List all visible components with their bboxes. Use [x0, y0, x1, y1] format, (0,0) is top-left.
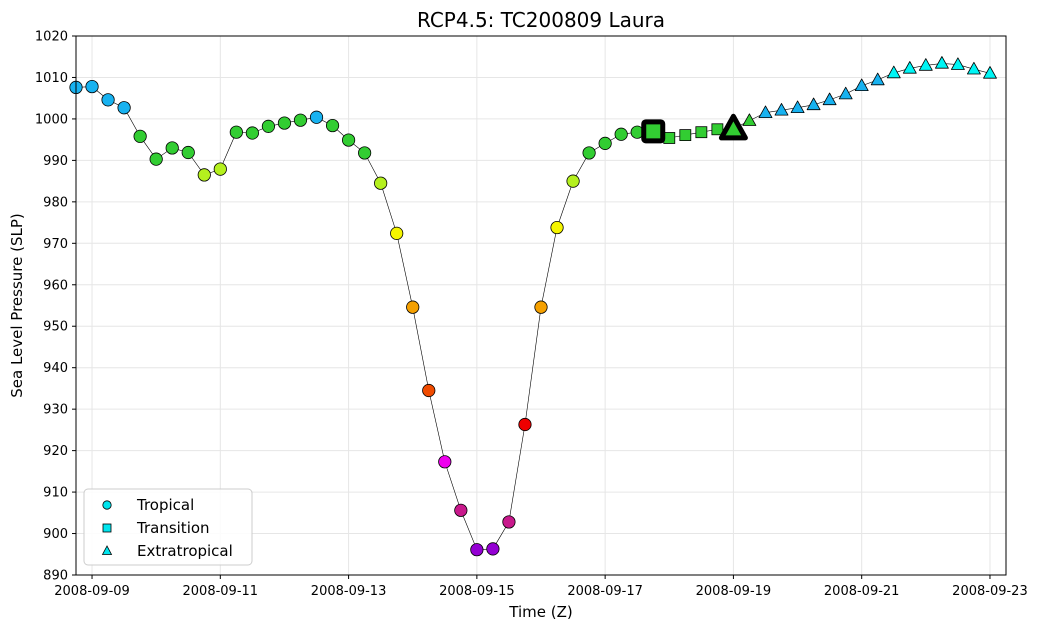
tropical-point: [374, 176, 388, 190]
x-tick-label: 2008-09-09: [54, 584, 130, 599]
extratropical-point: [854, 78, 869, 91]
extratropical-point: [758, 105, 773, 118]
axis-ticks: 890 900 910 920 930 940 950 960 970 980 990 1000 101…: [35, 30, 1028, 600]
y-tick-label: 1020: [35, 30, 68, 45]
x-tick-label: 2008-09-11: [183, 584, 259, 599]
extratropical-point: [790, 100, 805, 113]
y-tick-label: 900: [43, 527, 68, 542]
tropical-point: [101, 93, 115, 107]
legend-marker-square: [102, 523, 112, 533]
tropical-point: [117, 101, 131, 115]
tropical-point: [454, 503, 468, 517]
x-axis-label: Time (Z): [508, 603, 572, 621]
data-markers: [69, 56, 997, 557]
extratropical-point: [886, 65, 901, 79]
tropical-point: [406, 300, 420, 314]
x-tick-label: 2008-09-23: [952, 584, 1028, 599]
transition-point: [679, 129, 692, 141]
extratropical-point: [918, 58, 933, 71]
transition-point: [663, 132, 676, 144]
y-tick-label: 980: [43, 195, 68, 210]
tropical-point: [181, 145, 195, 160]
plot-frame: [75, 35, 1007, 576]
legend-marker-circle: [102, 500, 112, 510]
tropical-point: [277, 116, 292, 130]
tropical-point: [85, 79, 99, 94]
tropical-point: [133, 129, 147, 143]
extratropical-transition-marker: [718, 113, 748, 141]
extratropical-point: [951, 57, 965, 70]
transition-point: [695, 126, 708, 139]
extratropical-point: [935, 56, 949, 69]
extratropical-point: [870, 72, 885, 86]
tropical-point: [325, 118, 340, 133]
tropical-point: [213, 162, 227, 176]
y-tick-label: 940: [43, 361, 68, 376]
tropical-point: [502, 515, 516, 529]
y-tick-label: 1000: [35, 112, 68, 127]
tropical-point: [614, 127, 628, 141]
tropical-point: [197, 168, 211, 182]
y-tick-label: 1010: [35, 71, 68, 86]
tropical-point: [534, 300, 548, 314]
y-tick-label: 920: [43, 444, 68, 459]
tropical-point: [293, 113, 308, 127]
transition-point: [711, 123, 724, 136]
extratropical-point: [838, 86, 853, 100]
legend-label: Extratropical: [137, 542, 233, 560]
tropical-point: [566, 174, 580, 188]
tropical-point: [245, 126, 259, 140]
track-line: [75, 63, 991, 551]
x-tick-label: 2008-09-15: [439, 584, 515, 599]
tropical-point: [149, 152, 163, 166]
y-tick-label: 890: [43, 569, 68, 584]
y-tick-label: 960: [43, 278, 68, 293]
tropical-point: [261, 119, 276, 133]
legend-label: Tropical: [136, 496, 194, 514]
extratropical-point: [774, 103, 789, 116]
tropical-point: [470, 543, 484, 557]
tropical-point: [358, 146, 372, 160]
extratropical-point: [983, 66, 997, 79]
extratropical-point: [806, 97, 821, 111]
y-tick-label: 930: [43, 403, 68, 418]
y-tick-label: 970: [43, 237, 68, 252]
tropical-point: [518, 417, 532, 432]
y-axis-label: Sea Level Pressure (SLP): [8, 213, 26, 398]
y-tick-label: 910: [43, 486, 68, 501]
x-tick-label: 2008-09-19: [696, 584, 772, 599]
legend-marker-triangle: [101, 545, 113, 555]
tropical-point: [486, 542, 500, 556]
tropical-point: [598, 136, 612, 150]
tropical-point: [438, 455, 452, 469]
tropical-point: [309, 110, 324, 124]
extratropical-point: [742, 113, 757, 126]
x-tick-label: 2008-09-13: [311, 584, 387, 599]
tropical-point: [165, 141, 179, 155]
tropical-point: [582, 146, 596, 160]
x-tick-label: 2008-09-21: [824, 584, 900, 599]
legend-label: Transition: [136, 519, 210, 537]
extratropical-point: [822, 92, 837, 106]
tropical-point: [229, 125, 243, 139]
y-tick-label: 990: [43, 154, 68, 169]
legend-box: [83, 488, 253, 566]
chart-title: RCP4.5: TC200809 Laura: [417, 8, 665, 32]
extratropical-point: [967, 61, 981, 75]
track-polyline: [75, 63, 991, 551]
transition-transition-marker: [641, 119, 666, 144]
tropical-point: [341, 133, 356, 147]
extratropical-point: [902, 61, 917, 74]
tropical-point: [550, 220, 564, 235]
legend: Tropical Transition Extratropical: [83, 488, 253, 566]
y-tick-label: 950: [43, 320, 68, 335]
x-tick-label: 2008-09-17: [567, 584, 643, 599]
tropical-point: [390, 226, 404, 240]
tropical-point: [422, 383, 436, 398]
